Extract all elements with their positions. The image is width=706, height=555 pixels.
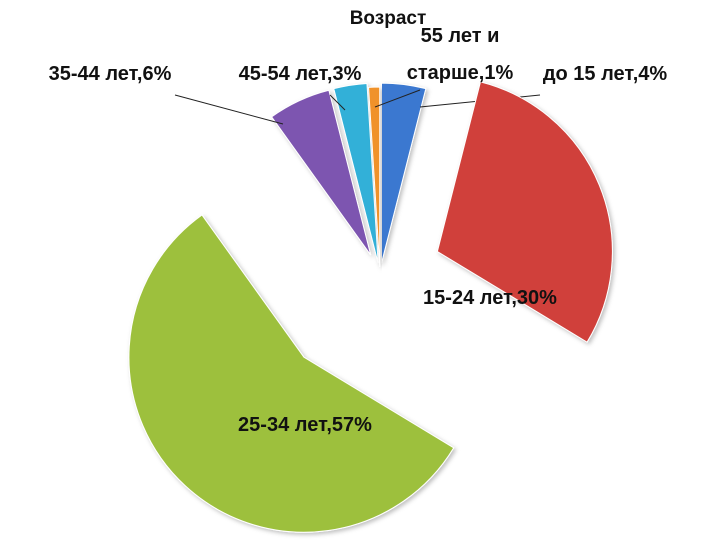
chart-title: Возраст: [349, 8, 427, 29]
leader-line: [174, 94, 284, 125]
pie-slice: [380, 82, 427, 264]
pie-slice: [333, 82, 379, 264]
data-label: до 15 лет,4%: [542, 63, 668, 85]
data-label: 15-24 лет,30%: [423, 287, 557, 309]
data-label: 55 лет и старше,1%: [406, 25, 514, 84]
pie-slice: [270, 89, 372, 256]
pie-slice: [128, 214, 455, 533]
pie-slice: [368, 86, 381, 268]
leader-line: [374, 89, 421, 108]
data-label: 45-54 лет,3%: [238, 63, 362, 85]
data-label: 35-44 лет,6%: [48, 63, 172, 85]
leader-line: [329, 94, 346, 111]
pie-slice: [436, 81, 613, 343]
data-label: 25-34 лет,57%: [238, 414, 372, 436]
